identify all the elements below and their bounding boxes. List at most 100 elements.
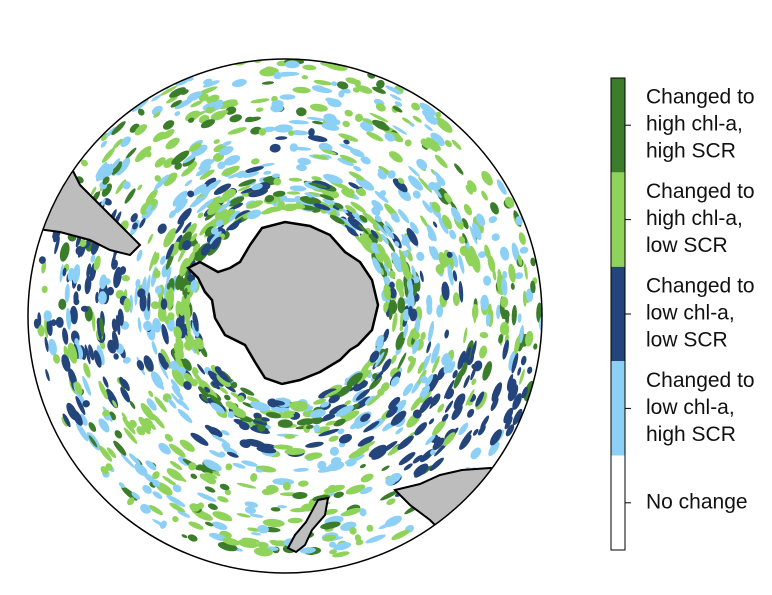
change-patch [478, 251, 487, 258]
change-patch [159, 85, 178, 97]
change-patch [437, 367, 446, 381]
change-patch [450, 206, 462, 223]
change-patch [120, 386, 131, 403]
legend-label: Changed to [646, 86, 755, 109]
change-patch [392, 125, 408, 135]
change-patch [188, 462, 197, 471]
change-patch [170, 100, 182, 108]
change-patch [277, 200, 285, 209]
change-patch [480, 294, 489, 311]
change-patch [520, 355, 527, 366]
change-patch [436, 175, 446, 186]
change-patch [381, 465, 390, 471]
change-patch [359, 235, 375, 254]
change-patch [182, 151, 200, 164]
change-patch [317, 465, 338, 473]
change-patch [530, 257, 536, 267]
change-patch [328, 435, 339, 442]
change-patch [244, 506, 257, 514]
change-patch [197, 212, 204, 219]
change-patch [360, 486, 373, 495]
change-patch [154, 396, 167, 413]
change-patch [344, 454, 365, 464]
change-patch [288, 120, 309, 125]
change-patch [452, 370, 458, 379]
change-patch [96, 345, 105, 366]
change-patch [269, 539, 279, 544]
change-patch [348, 182, 360, 190]
change-patch [203, 177, 217, 188]
change-patch [217, 161, 226, 170]
change-patch [367, 392, 383, 406]
change-patch [412, 190, 421, 199]
change-patch [232, 462, 246, 469]
change-patch [171, 504, 186, 513]
change-patch [67, 267, 75, 282]
change-patch [122, 181, 131, 190]
change-patch [246, 200, 264, 209]
legend-swatch [611, 361, 625, 456]
change-patch [434, 154, 448, 169]
change-patch [139, 218, 146, 228]
change-patch [277, 505, 287, 509]
change-patch [381, 358, 392, 372]
change-patch [210, 110, 226, 121]
change-patch [420, 331, 426, 341]
change-patch [471, 378, 477, 386]
change-patch [184, 179, 193, 187]
change-patch [255, 107, 264, 112]
change-patch [308, 182, 328, 189]
change-patch [369, 350, 380, 363]
change-patch [172, 190, 188, 207]
change-patch [129, 419, 137, 428]
change-patch [527, 366, 533, 374]
change-patch [375, 338, 381, 347]
legend-label: Changed to [646, 369, 755, 392]
change-patch [210, 402, 225, 414]
change-patch [359, 122, 374, 132]
change-patch [160, 298, 168, 310]
change-patch [253, 547, 273, 557]
change-patch [309, 409, 326, 419]
change-patch [395, 278, 404, 294]
change-patch [59, 264, 64, 283]
change-patch [443, 432, 456, 446]
change-patch [385, 406, 398, 418]
change-patch [412, 115, 422, 123]
change-patch [292, 491, 308, 500]
change-patch [345, 204, 357, 214]
change-patch [508, 350, 518, 371]
change-patch [215, 219, 224, 227]
change-patch [216, 208, 236, 224]
change-patch [533, 343, 538, 350]
change-patch [134, 463, 148, 477]
change-patch [313, 79, 333, 86]
change-patch [320, 154, 332, 159]
change-patch [64, 283, 70, 303]
change-patch [317, 460, 327, 470]
change-patch [451, 251, 459, 268]
change-patch [426, 294, 433, 310]
change-patch [130, 213, 138, 223]
change-patch [289, 203, 306, 210]
change-patch [167, 398, 177, 409]
change-patch [123, 297, 131, 313]
change-patch [193, 110, 206, 118]
change-patch [500, 296, 509, 308]
change-patch [90, 254, 96, 263]
change-patch [430, 449, 436, 456]
change-patch [481, 170, 493, 186]
change-patch [152, 471, 160, 479]
change-patch [412, 454, 423, 464]
change-patch [101, 147, 115, 163]
change-patch [72, 264, 81, 284]
change-patch [197, 464, 213, 475]
change-patch [165, 137, 180, 150]
change-patch [371, 199, 384, 211]
change-patch [519, 325, 524, 344]
change-patch [419, 102, 437, 116]
change-patch [433, 436, 441, 444]
change-patch [324, 389, 341, 398]
change-patch [154, 175, 162, 182]
change-patch [113, 353, 119, 360]
